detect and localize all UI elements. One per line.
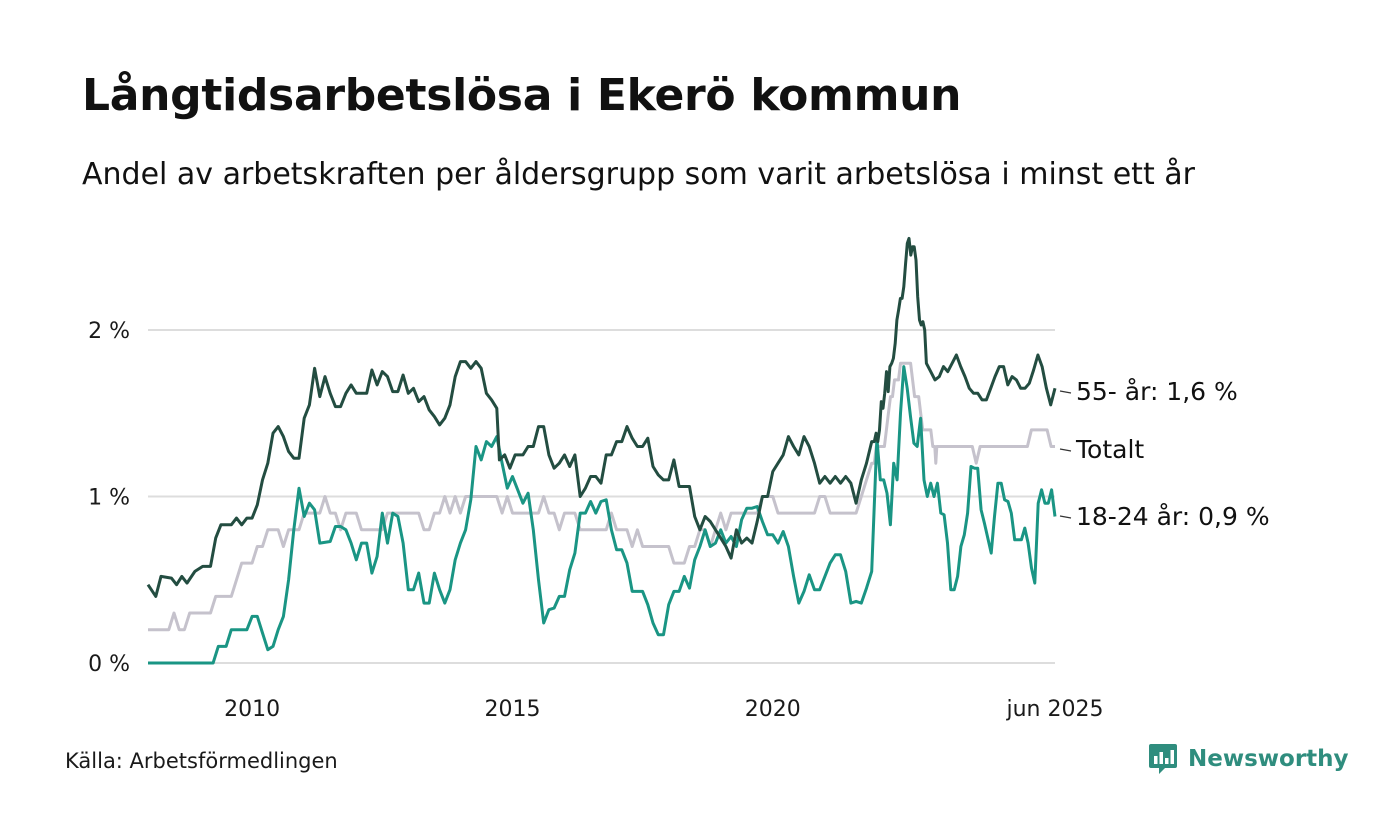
x-tick-label: 2020 — [745, 697, 801, 722]
end-label-age1824: 18-24 år: 0,9 % — [1076, 502, 1270, 531]
end-label-connector — [1059, 448, 1072, 452]
x-tick-label: 2010 — [224, 697, 280, 722]
brand-name: Newsworthy — [1188, 746, 1349, 772]
y-tick-label: 1 % — [88, 486, 130, 511]
series-line-age1824 — [148, 365, 1057, 665]
series-lines — [146, 236, 1057, 665]
end-label-connector — [1059, 390, 1072, 394]
end-labels: 55- år: 1,6 % Totalt 18-24 år: 0,9 % — [1059, 377, 1270, 531]
chart-title: Långtidsarbetslösa i Ekerö kommun — [82, 70, 962, 121]
end-label-connector — [1059, 515, 1072, 519]
y-tick-label: 0 % — [88, 652, 130, 677]
x-axis-ticks: 2010 2015 2020 jun 2025 — [224, 697, 1103, 722]
end-label-total: Totalt — [1075, 435, 1144, 464]
end-label-age55: 55- år: 1,6 % — [1076, 377, 1238, 406]
series-line-age55 — [146, 236, 1057, 598]
chart-subtitle: Andel av arbetskraften per åldersgrupp s… — [82, 157, 1195, 192]
newsworthy-logo-icon — [1149, 744, 1177, 774]
series-line-total — [148, 361, 1055, 632]
y-tick-label: 2 % — [88, 319, 130, 344]
brand-logo: Newsworthy — [1148, 742, 1349, 776]
x-tick-label: 2015 — [484, 697, 540, 722]
y-axis-ticks: 0 % 1 % 2 % — [88, 319, 130, 677]
x-tick-label: jun 2025 — [1006, 697, 1104, 722]
source-note: Källa: Arbetsförmedlingen — [65, 749, 338, 773]
